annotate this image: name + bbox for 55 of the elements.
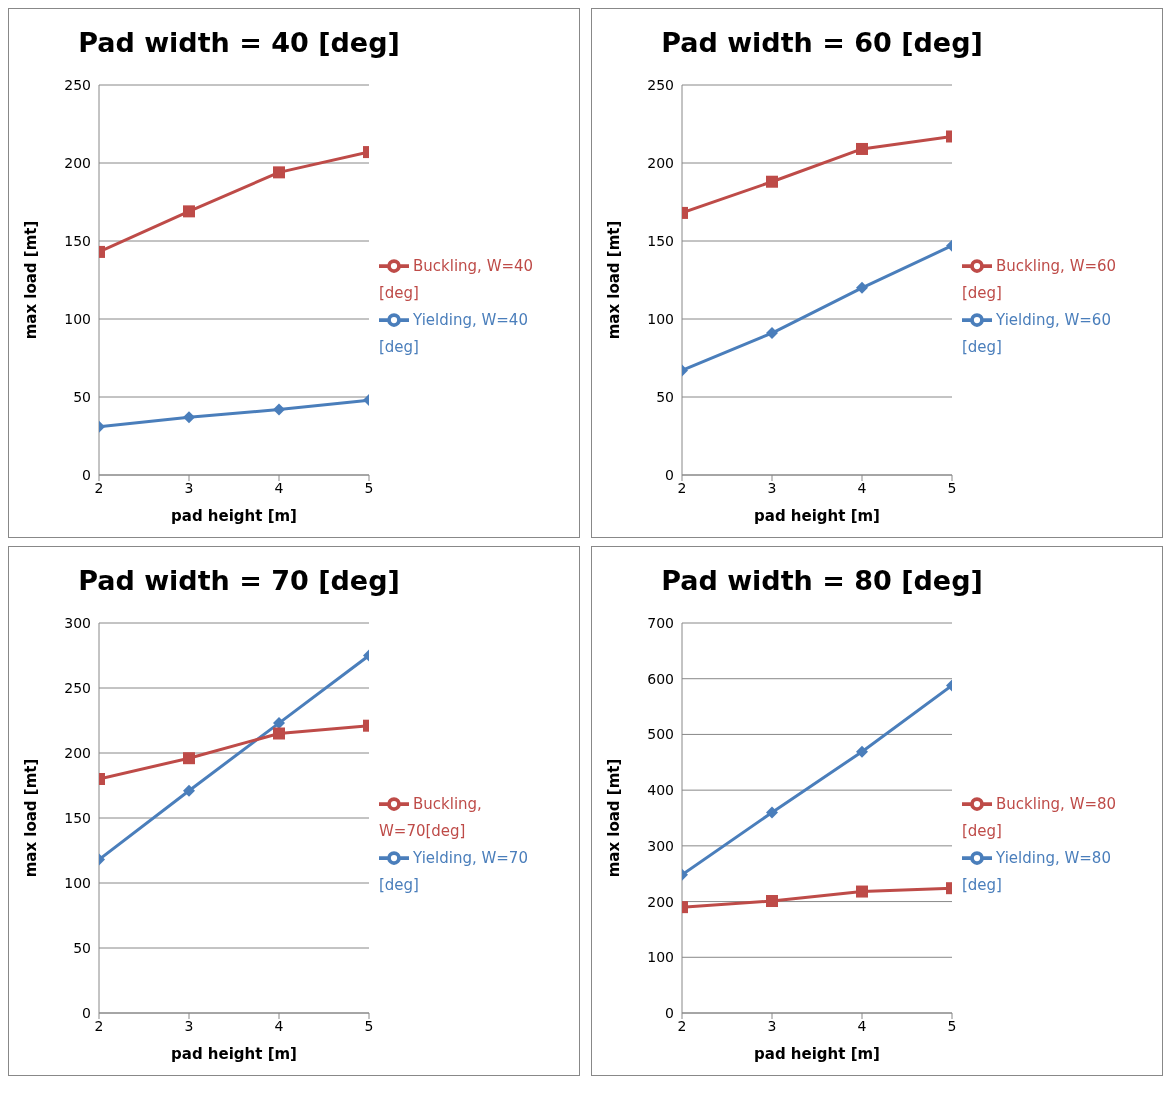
y-tick-label: 0 bbox=[82, 466, 91, 483]
x-tick-label: 5 bbox=[947, 1017, 957, 1034]
chart-title: Pad width = 60 [deg] bbox=[660, 26, 984, 60]
x-tick-label: 2 bbox=[94, 1017, 104, 1034]
y-tick-label: 200 bbox=[647, 893, 674, 910]
y-axis-title: max load [mt] bbox=[605, 758, 624, 878]
chart-title: Pad width = 70 [deg] bbox=[77, 564, 401, 598]
y-tick-label: 700 bbox=[647, 614, 674, 631]
x-tick-label: 4 bbox=[857, 479, 867, 496]
y-axis-title: max load [mt] bbox=[22, 758, 41, 878]
x-tick-label: 2 bbox=[94, 479, 104, 496]
y-tick-label: 400 bbox=[647, 782, 674, 799]
y-tick-label: 250 bbox=[64, 679, 91, 696]
y-tick-label: 300 bbox=[647, 837, 674, 854]
chart-title: Pad width = 40 [deg] bbox=[77, 26, 401, 60]
y-tick-label: 250 bbox=[64, 76, 91, 93]
y-tick-label: 200 bbox=[64, 744, 91, 761]
y-axis-title: max load [mt] bbox=[605, 220, 624, 340]
y-tick-label: 100 bbox=[647, 949, 674, 966]
x-tick-label: 3 bbox=[184, 479, 194, 496]
x-tick-label: 3 bbox=[184, 1017, 194, 1034]
y-tick-label: 200 bbox=[64, 154, 91, 171]
y-tick-label: 600 bbox=[647, 670, 674, 687]
y-tick-label: 50 bbox=[73, 388, 91, 405]
chart-title: Pad width = 80 [deg] bbox=[660, 564, 984, 598]
y-tick-label: 50 bbox=[656, 388, 674, 405]
y-axis-title: max load [mt] bbox=[22, 220, 41, 340]
x-axis-title: pad height [m] bbox=[171, 507, 297, 525]
x-tick-label: 5 bbox=[364, 1017, 374, 1034]
x-tick-label: 4 bbox=[274, 1017, 284, 1034]
x-tick-label: 3 bbox=[767, 479, 777, 496]
y-tick-label: 100 bbox=[64, 874, 91, 891]
y-tick-label: 50 bbox=[73, 939, 91, 956]
y-tick-label: 500 bbox=[647, 726, 674, 743]
y-tick-label: 0 bbox=[665, 466, 674, 483]
y-tick-label: 250 bbox=[647, 76, 674, 93]
x-tick-label: 3 bbox=[767, 1017, 777, 1034]
y-tick-label: 200 bbox=[647, 154, 674, 171]
x-tick-label: 4 bbox=[857, 1017, 867, 1034]
y-tick-label: 300 bbox=[64, 614, 91, 631]
x-axis-title: pad height [m] bbox=[754, 1045, 880, 1063]
x-tick-label: 2 bbox=[677, 1017, 687, 1034]
y-tick-label: 0 bbox=[665, 1004, 674, 1021]
y-tick-label: 100 bbox=[64, 310, 91, 327]
x-tick-label: 5 bbox=[364, 479, 374, 496]
y-tick-label: 0 bbox=[82, 1004, 91, 1021]
y-tick-label: 150 bbox=[647, 232, 674, 249]
y-tick-label: 100 bbox=[647, 310, 674, 327]
y-tick-label: 150 bbox=[64, 809, 91, 826]
x-tick-label: 4 bbox=[274, 479, 284, 496]
x-axis-title: pad height [m] bbox=[171, 1045, 297, 1063]
x-tick-label: 5 bbox=[947, 479, 957, 496]
y-tick-label: 150 bbox=[64, 232, 91, 249]
x-axis-title: pad height [m] bbox=[754, 507, 880, 525]
x-tick-label: 2 bbox=[677, 479, 687, 496]
